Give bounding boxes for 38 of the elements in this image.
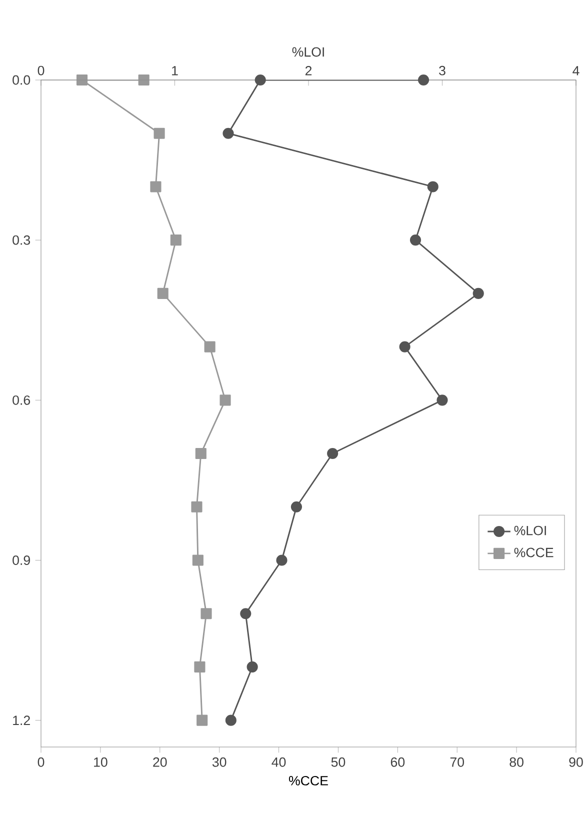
y-tick-label: 0.3 — [12, 235, 30, 245]
x-tick-label: 80 — [510, 757, 524, 767]
point — [194, 661, 206, 672]
point — [138, 74, 150, 86]
y-tick-label: 0.6 — [12, 395, 30, 405]
x-tick-label: 90 — [569, 757, 583, 767]
x2-tick-label: 4 — [572, 66, 580, 76]
x2-tick-label: 1 — [172, 66, 178, 76]
point — [191, 501, 202, 512]
point — [76, 74, 88, 86]
legend-label: %LOI — [514, 526, 546, 536]
y-tick-label: 0.0 — [12, 75, 30, 85]
x-tick-label: 60 — [390, 757, 405, 767]
x-tick-label: 20 — [153, 757, 167, 767]
point — [157, 288, 168, 299]
point — [195, 448, 206, 460]
x-tick-label: 30 — [212, 757, 226, 767]
point — [220, 394, 231, 406]
y-tick-label: 0.9 — [12, 556, 30, 565]
x-tick-label: 10 — [94, 757, 108, 767]
x-tick-label: 40 — [272, 757, 286, 767]
point — [196, 714, 208, 726]
x2-axis-title: %LOI — [292, 47, 324, 57]
x2-tick-label: 2 — [306, 66, 312, 76]
x2-tick-label: 0 — [38, 66, 44, 76]
x-axis-title: %CCE — [289, 776, 328, 786]
y-tick-label: 1.2 — [13, 716, 30, 725]
point — [170, 234, 182, 246]
x-tick-label: 50 — [331, 757, 346, 767]
point — [154, 128, 165, 139]
point — [200, 608, 212, 620]
legend-label: %CCE — [514, 548, 554, 558]
point — [192, 554, 204, 566]
point — [204, 341, 216, 352]
point — [150, 181, 162, 192]
x-tick-label: 70 — [450, 757, 464, 767]
x2-tick-label: 3 — [439, 66, 446, 76]
x-tick-label: 0 — [38, 757, 44, 767]
